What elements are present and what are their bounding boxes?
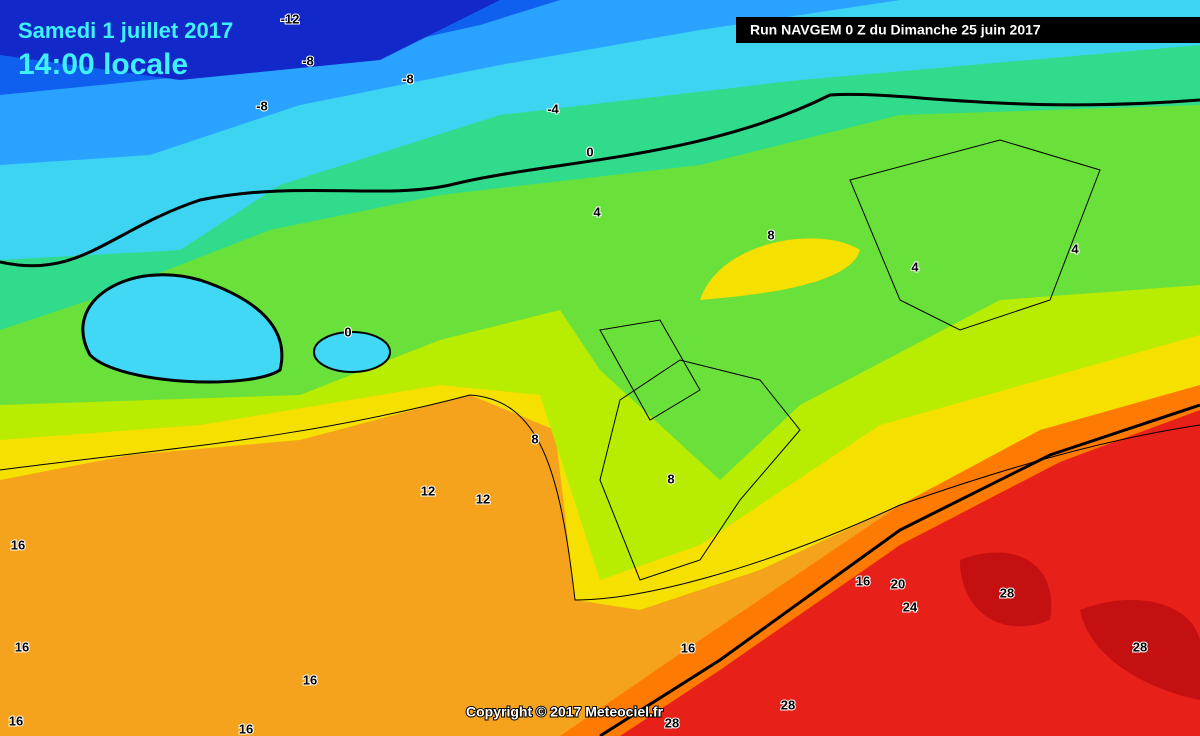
contour-label: 8 (667, 471, 674, 486)
contour-label: 16 (15, 639, 29, 654)
contour-label: 4 (911, 259, 919, 274)
contour-label: -4 (547, 101, 559, 116)
cold-pool (81, 273, 284, 384)
band-28 (960, 552, 1200, 700)
contour-label: 12 (421, 483, 435, 498)
coastlines (599, 139, 1101, 581)
date-label: Samedi 1 juillet 2017 (18, 18, 233, 43)
run-box (736, 17, 1200, 43)
contour-label: 16 (11, 537, 25, 552)
contour-label: 28 (1000, 585, 1014, 600)
contour-label: 4 (1071, 241, 1079, 256)
contour-0 (0, 92, 1200, 268)
contour-label: 12 (476, 491, 490, 506)
contour-12 (0, 394, 1200, 601)
contour-20 (599, 403, 1200, 736)
band-m12 (0, 0, 500, 80)
warm-cell (700, 238, 860, 300)
contour-label: 16 (9, 713, 23, 728)
contour-label: 28 (1133, 639, 1147, 654)
contour-label: 0 (344, 324, 351, 339)
contour-label: 16 (856, 573, 870, 588)
contour-label: 0 (586, 144, 593, 159)
contour-label: 28 (781, 697, 795, 712)
contour-label: -8 (256, 98, 268, 113)
contour-label: 24 (903, 599, 918, 614)
contour-label: 8 (767, 227, 774, 242)
copyright: Copyright © 2017 Meteociel.fr (466, 704, 664, 720)
contour-label: 28 (665, 715, 679, 730)
contour-label: 4 (593, 204, 601, 219)
contour-label: 20 (891, 576, 905, 591)
time-label: 14:00 locale (18, 48, 188, 81)
contour-label: -8 (302, 53, 314, 68)
band-24 (620, 410, 1200, 736)
contour-label: 8 (531, 431, 538, 446)
contour-label: 16 (239, 721, 253, 736)
contour-label: -12 (281, 11, 300, 26)
cold-cell (313, 331, 391, 373)
contour-label: -8 (402, 71, 414, 86)
contour-label: 16 (681, 640, 695, 655)
run-label: Run NAVGEM 0 Z du Dimanche 25 juin 2017 (750, 22, 1041, 38)
contour-label: 16 (303, 672, 317, 687)
